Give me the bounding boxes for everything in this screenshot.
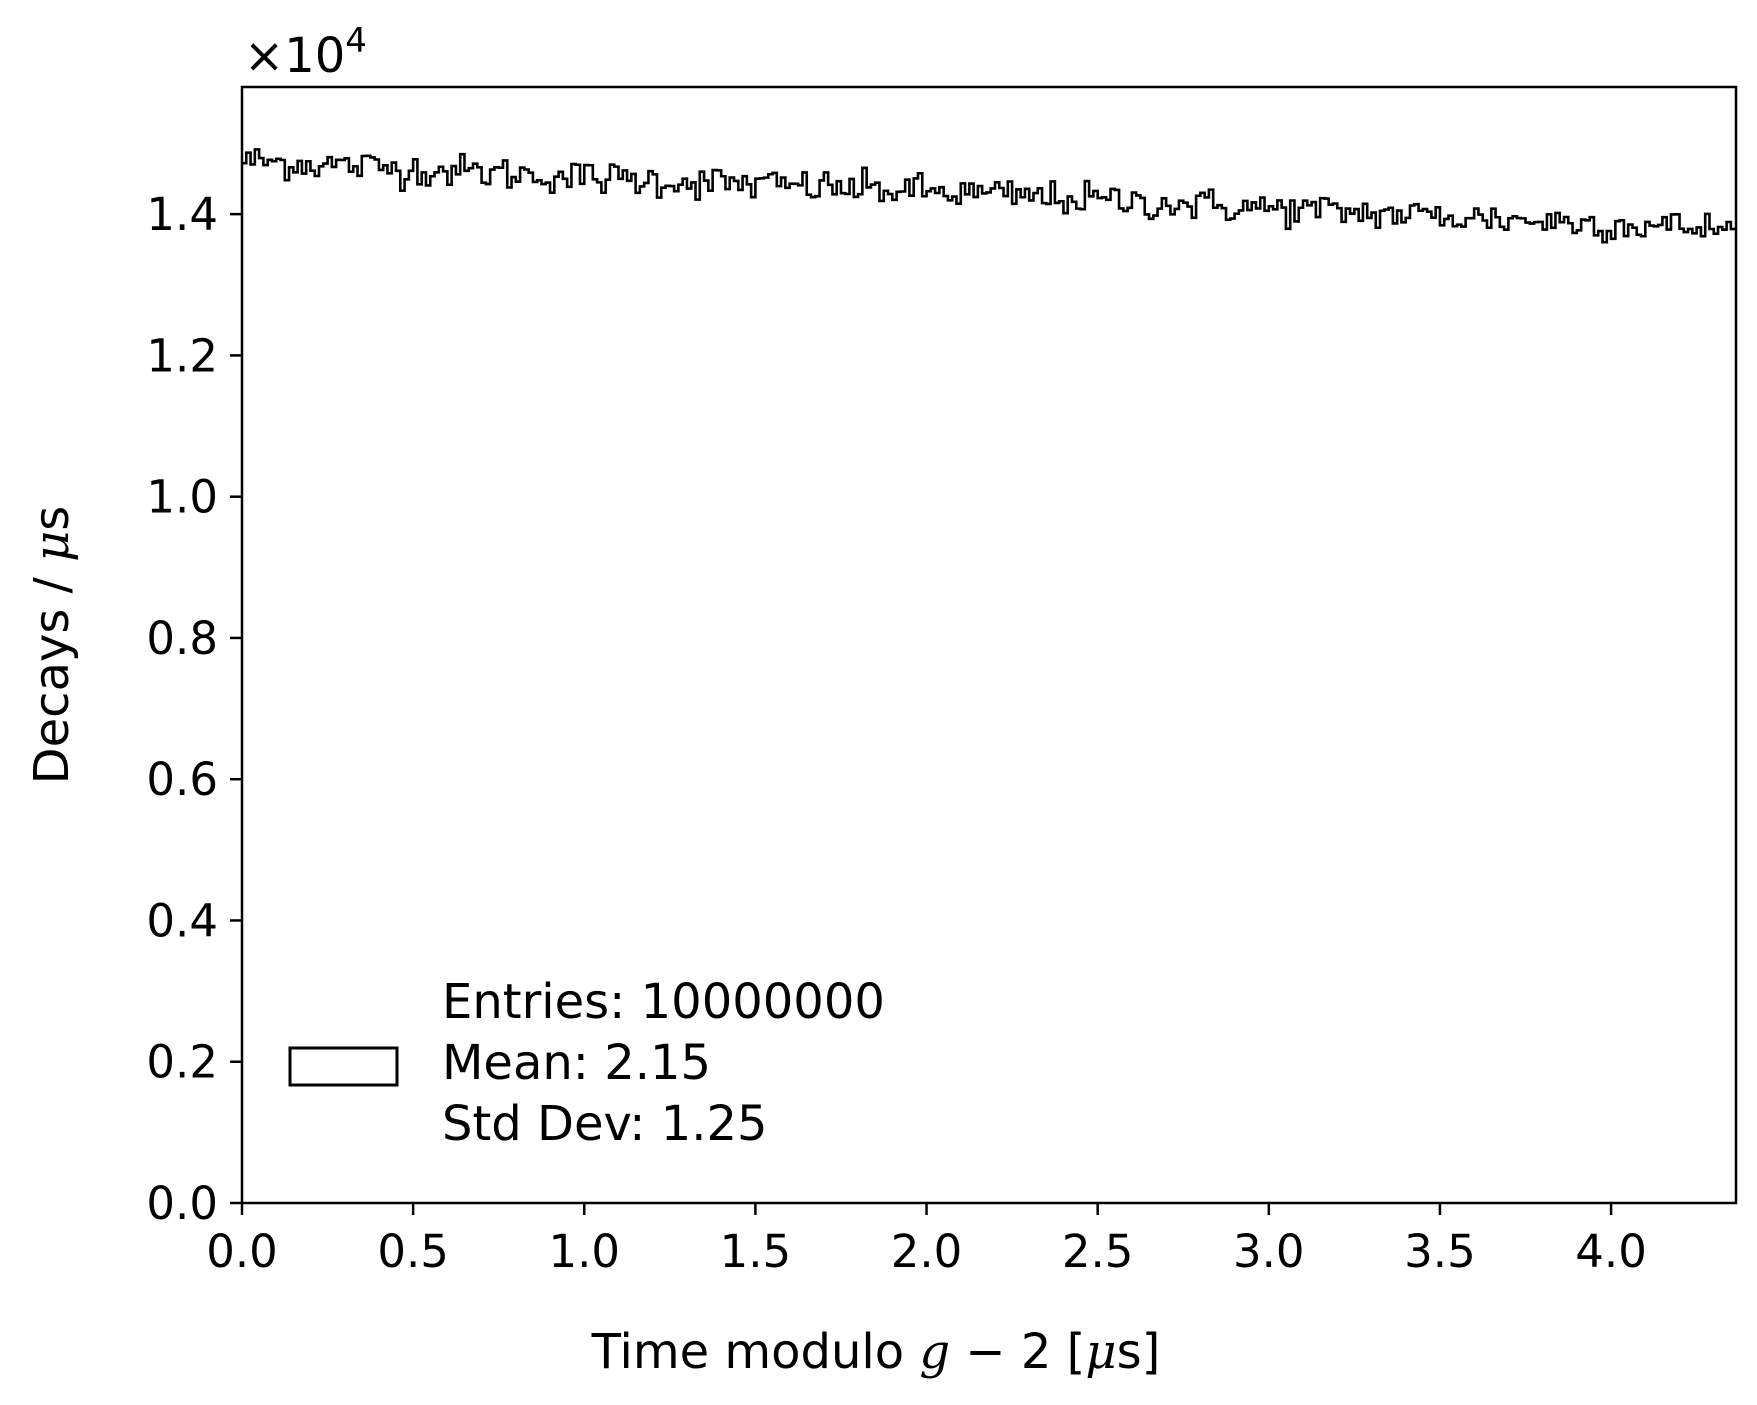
plot-frame <box>240 85 1738 1205</box>
histogram-step-line <box>242 148 1736 244</box>
x-tick-label: 1.5 <box>720 1225 792 1278</box>
x-tick-label: 1.0 <box>548 1225 620 1278</box>
x-tick-label: 2.0 <box>891 1225 963 1278</box>
y-tick-label: 0.0 <box>146 1177 218 1230</box>
x-tick-label: 0.0 <box>206 1225 278 1278</box>
x-tick-label: 2.5 <box>1062 1225 1134 1278</box>
y-tick-label: 0.6 <box>146 753 218 806</box>
x-tick-label: 3.5 <box>1404 1225 1476 1278</box>
histogram-series <box>242 148 1736 244</box>
y-tick-label: 0.8 <box>146 612 218 665</box>
y-tick-label: 0.2 <box>146 1036 218 1089</box>
x-tick-label: 4.0 <box>1575 1225 1647 1278</box>
y-axis-ticks: 0.0 0.2 0.4 0.6 0.8 1.0 1.2 1.4 <box>146 188 242 1230</box>
y-axis-multiplier: ×104 <box>244 21 367 84</box>
y-tick-label: 1.4 <box>146 188 218 241</box>
legend-mean: Mean: 2.15 <box>442 1035 711 1091</box>
legend-entries: Entries: 10000000 <box>442 974 885 1030</box>
x-axis-ticks: 0.0 0.5 1.0 1.5 2.0 2.5 3.0 3.5 4.0 <box>206 1203 1647 1278</box>
x-tick-label: 0.5 <box>377 1225 449 1278</box>
x-tick-label: 3.0 <box>1233 1225 1305 1278</box>
legend-swatch <box>288 1046 399 1087</box>
legend-std-dev: Std Dev: 1.25 <box>442 1096 768 1152</box>
y-tick-label: 1.0 <box>146 471 218 524</box>
y-tick-label: 1.2 <box>146 329 218 382</box>
x-axis-label: Time modulo g − 2 [μs] <box>591 1324 1161 1380</box>
legend: Entries: 10000000 Mean: 2.15 Std Dev: 1.… <box>288 974 885 1152</box>
y-tick-label: 0.4 <box>146 894 218 947</box>
y-axis-label: Decays / μs <box>24 506 80 785</box>
